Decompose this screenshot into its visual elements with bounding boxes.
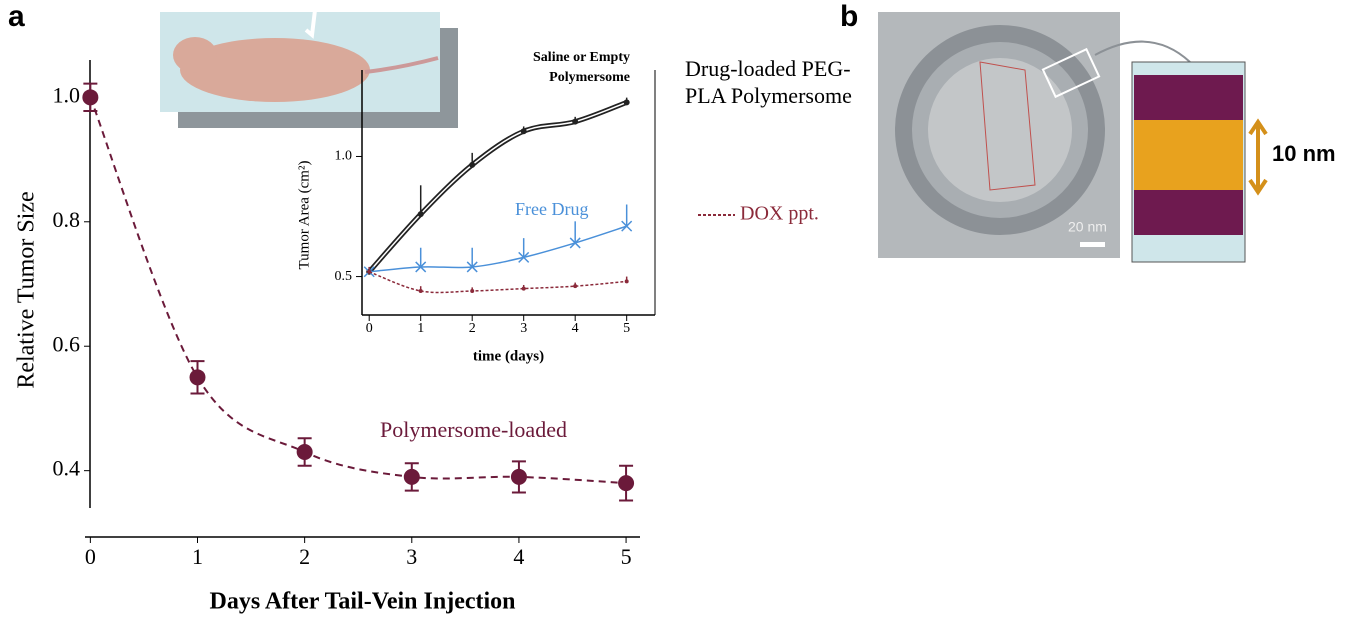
series-label: Free Drug <box>515 199 588 219</box>
x-axis-label: time (days) <box>473 348 544 364</box>
data-point <box>510 468 527 485</box>
y-tick-label: 0.5 <box>335 269 353 284</box>
mouse-head <box>173 37 217 73</box>
scale-label: 20 nm <box>1068 219 1107 235</box>
scale-bar <box>1080 242 1105 247</box>
panel-label: a <box>8 0 25 33</box>
data-point <box>417 211 424 218</box>
data-point <box>572 118 579 125</box>
mouse <box>180 38 370 102</box>
x-tick-label: 4 <box>572 321 579 336</box>
x-tick-label: 3 <box>406 544 417 569</box>
x-tick-label: 5 <box>621 544 632 569</box>
data-point <box>82 89 99 106</box>
data-point <box>296 444 313 460</box>
y-axis-label: Relative Tumor Size <box>14 191 40 388</box>
series-label: Polymersome-loaded <box>380 417 567 442</box>
drug-outline <box>979 61 1036 191</box>
y-tick-label: 0.6 <box>53 331 81 356</box>
x-tick-label: 1 <box>192 544 203 569</box>
x-tick-label: 5 <box>623 321 630 336</box>
x-tick-label: 0 <box>85 544 96 569</box>
zoom-box <box>1041 47 1101 99</box>
photo-arrow <box>304 9 317 39</box>
data-point <box>367 269 372 274</box>
annotation: Drug-loaded PEG-PLA Polymersome <box>685 56 852 108</box>
panel-label: b <box>840 0 858 33</box>
membrane-pla-top <box>1134 75 1243 120</box>
data-point <box>618 475 635 492</box>
y-tick-label: 1.0 <box>335 149 353 164</box>
data-point <box>621 220 633 232</box>
data-point <box>521 286 526 291</box>
y-tick-label: 0.8 <box>53 207 81 232</box>
x-axis-label: Days After Tail-Vein Injection <box>209 589 515 615</box>
thickness-label: 10 nm <box>1272 141 1336 166</box>
membrane-core <box>1134 120 1243 190</box>
vesicle-core <box>928 58 1072 202</box>
data-point <box>469 161 476 168</box>
data-point <box>415 261 427 273</box>
data-point <box>569 237 581 249</box>
data-point <box>403 468 420 485</box>
data-point <box>189 369 206 386</box>
data-point <box>520 128 527 135</box>
x-tick-label: 0 <box>366 321 373 336</box>
series-line <box>368 271 627 294</box>
zoom-arrow <box>1094 40 1191 63</box>
x-tick-label: 2 <box>469 321 476 336</box>
y-tick-label: 1.0 <box>53 82 81 107</box>
series-line <box>369 225 627 273</box>
x-tick-label: 1 <box>417 321 424 336</box>
thickness-arrow <box>1248 118 1268 196</box>
data-point <box>573 284 578 289</box>
legend-label: Saline or Empty Polymersome <box>533 50 630 85</box>
data-point <box>624 279 629 284</box>
data-point <box>623 99 630 106</box>
legend-label: DOX ppt. <box>740 203 819 225</box>
membrane-pla-bottom <box>1134 190 1243 235</box>
y-tick-label: 0.4 <box>53 456 81 481</box>
data-point <box>470 288 475 293</box>
data-point <box>518 251 530 263</box>
data-point <box>418 288 423 293</box>
x-tick-label: 2 <box>299 544 310 569</box>
data-point <box>466 261 478 273</box>
mouse-tail <box>364 56 439 74</box>
x-tick-label: 4 <box>513 544 524 569</box>
x-tick-label: 3 <box>520 321 527 336</box>
y-axis-label: Tumor Area (cm²) <box>296 161 312 270</box>
